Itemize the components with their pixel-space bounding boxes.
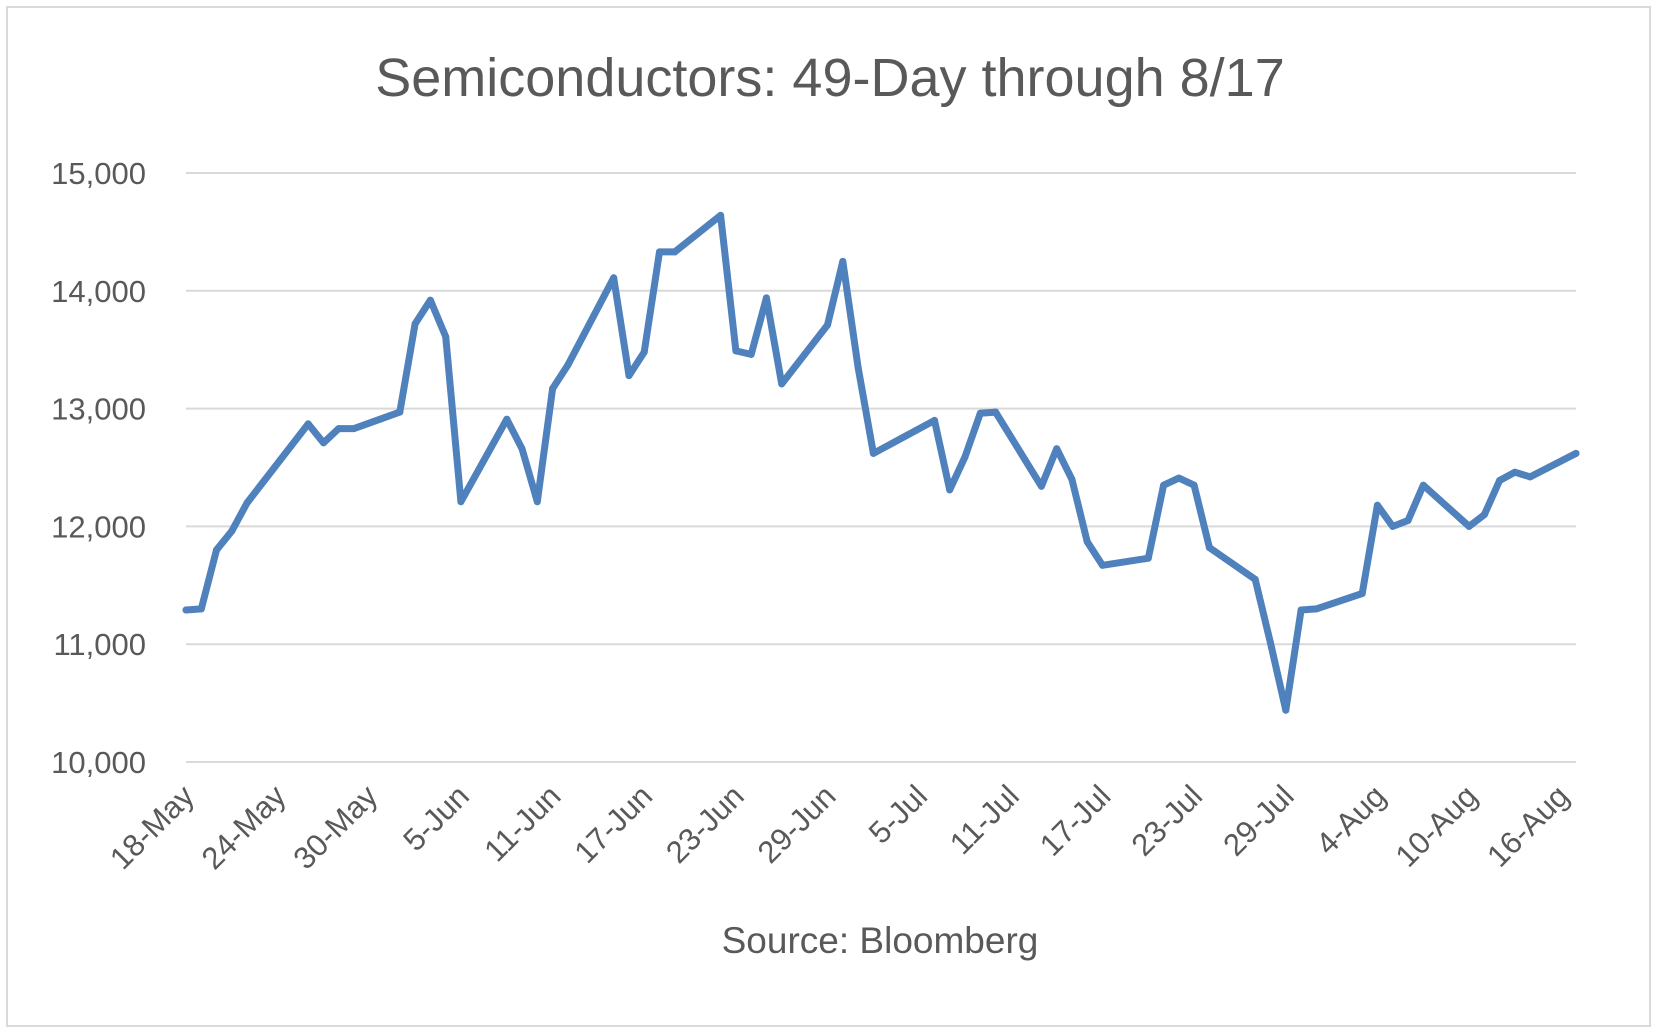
data-point (671, 248, 679, 256)
data-point (778, 380, 786, 388)
data-point (1297, 606, 1305, 614)
data-point (243, 499, 251, 507)
x-tick-label: 18-May (103, 778, 201, 876)
data-point (946, 486, 954, 494)
y-tick-label: 15,000 (51, 156, 146, 191)
data-point (1419, 481, 1427, 489)
source-note: Source: Bloomberg (722, 920, 1039, 961)
data-point (1389, 522, 1397, 530)
data-point (976, 409, 984, 417)
data-point (747, 350, 755, 358)
data-point (1511, 468, 1519, 476)
x-tick-label: 11-Jun (477, 778, 567, 868)
data-point (1526, 473, 1534, 481)
data-point (656, 248, 663, 256)
data-point (1144, 554, 1152, 562)
data-point (228, 527, 236, 535)
chart-title: Semiconductors: 49-Day through 8/17 (375, 48, 1285, 108)
data-point (931, 416, 938, 424)
data-point (304, 420, 312, 428)
series-line (182, 211, 1580, 714)
data-point (961, 453, 969, 461)
data-point (625, 372, 633, 380)
x-tick-label: 5-Jun (396, 778, 476, 858)
data-point (1358, 590, 1366, 597)
data-point (1267, 639, 1274, 647)
data-point (1373, 501, 1381, 509)
data-point (1068, 475, 1076, 483)
series-layer (182, 211, 1580, 714)
data-point (320, 439, 327, 447)
data-point (1465, 522, 1473, 530)
data-point (396, 408, 404, 416)
x-tick-label: 29-Jun (751, 778, 843, 870)
data-point (610, 274, 618, 282)
x-tick-label: 30-May (286, 778, 384, 876)
data-point (1053, 445, 1061, 453)
data-point (1160, 481, 1168, 489)
x-tick-label: 5-Jul (862, 778, 934, 850)
data-point (992, 408, 1000, 416)
data-point (533, 498, 541, 506)
data-point (640, 348, 648, 356)
data-point (1251, 575, 1259, 583)
data-point (762, 294, 770, 302)
data-point (457, 498, 465, 506)
y-tick-label: 10,000 (51, 745, 146, 780)
data-point (1480, 511, 1488, 519)
data-point (503, 415, 511, 423)
data-point (732, 347, 740, 355)
data-point (717, 211, 725, 219)
data-point (1099, 561, 1106, 569)
x-tick-label: 17-Jul (1033, 778, 1117, 862)
data-point (549, 385, 557, 393)
x-tick-label: 16-Aug (1480, 778, 1575, 873)
data-point (854, 363, 862, 371)
data-point (1312, 605, 1320, 613)
data-point (1175, 474, 1183, 482)
data-point (1404, 517, 1412, 524)
data-point (1190, 481, 1198, 489)
data-point (564, 361, 572, 369)
x-tick-label: 23-Jul (1125, 778, 1209, 862)
data-point (1572, 449, 1580, 457)
data-point (197, 605, 205, 613)
x-tick-label: 11-Jul (943, 778, 1026, 861)
data-point (411, 320, 419, 328)
x-tick-label: 10-Aug (1389, 778, 1484, 873)
y-tick-label: 13,000 (51, 392, 146, 427)
data-point (182, 606, 190, 614)
data-point (335, 425, 343, 433)
data-point (1037, 482, 1045, 490)
data-point (350, 425, 358, 433)
data-point (839, 257, 847, 265)
gridlines (186, 172, 1576, 763)
x-tick-label: 23-Jun (659, 778, 751, 870)
data-point (518, 445, 526, 453)
data-point (1282, 706, 1290, 714)
y-tick-label: 11,000 (53, 627, 146, 662)
x-tick-label: 24-May (195, 778, 293, 876)
x-tick-label: 29-Jul (1216, 778, 1300, 862)
x-tick-label: 4-Aug (1309, 778, 1392, 861)
data-point (1205, 544, 1213, 552)
data-point (442, 333, 450, 341)
data-point (869, 449, 877, 457)
y-tick-label: 14,000 (51, 274, 146, 309)
y-axis-ticks: 10,000 11,000 12,000 13,000 14,000 15,000 (51, 156, 146, 780)
data-point (1083, 538, 1091, 546)
data-point (824, 321, 831, 329)
data-point (213, 546, 220, 554)
y-tick-label: 12,000 (51, 509, 146, 544)
data-point (426, 296, 434, 304)
data-point (1496, 477, 1504, 484)
x-tick-label: 17-Jun (567, 778, 659, 870)
